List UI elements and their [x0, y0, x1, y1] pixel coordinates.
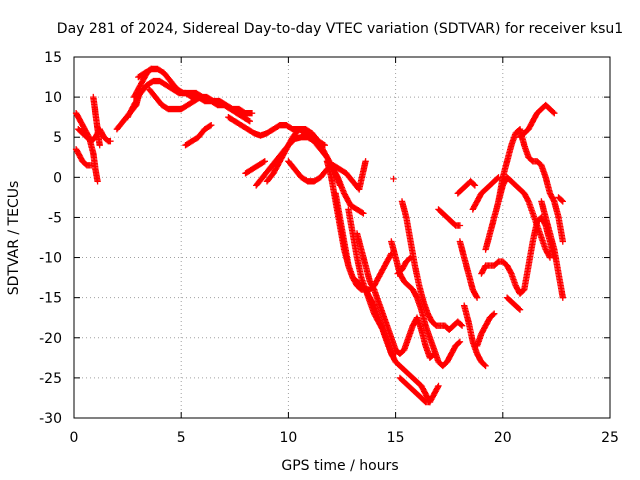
chart-title: Day 281 of 2024, Sidereal Day-to-day VTE… [57, 21, 623, 37]
series-arc02 [72, 146, 95, 169]
point-markers [390, 175, 397, 183]
series-arc34 [555, 194, 566, 205]
series-arc36 [473, 310, 498, 349]
point-markers [242, 158, 268, 177]
series-arc10 [182, 122, 215, 149]
point-markers [394, 254, 414, 277]
point-markers [263, 126, 367, 217]
y-tick-label: 15 [44, 50, 62, 66]
point-markers [90, 93, 103, 149]
point-markers [388, 238, 464, 370]
series-arc25 [456, 238, 481, 301]
x-tick-label: 15 [387, 430, 405, 446]
y-axis-label: SDTVAR / TECUs [6, 181, 22, 296]
series-arc20 [388, 238, 464, 370]
y-tick-label: -20 [39, 331, 62, 347]
series-arc19 [353, 230, 438, 361]
point-markers [353, 230, 438, 361]
x-tick-label: 5 [177, 430, 186, 446]
point-markers [516, 101, 558, 141]
point-markers [145, 85, 256, 117]
series-arc32 [538, 198, 566, 301]
y-tick-label: -30 [39, 411, 62, 427]
y-tick-label: -5 [48, 210, 62, 226]
point-markers [555, 194, 566, 205]
point-markers [345, 206, 442, 406]
point-markers [75, 126, 114, 145]
y-tick-label: -15 [39, 291, 62, 307]
point-markers [398, 198, 466, 333]
series-arc26 [461, 302, 489, 370]
series-arc09 [130, 65, 155, 101]
point-markers [503, 294, 524, 313]
x-tick-label: 25 [601, 430, 619, 446]
series-arc08 [145, 85, 256, 117]
point-markers [551, 198, 566, 245]
series-arc21 [398, 198, 466, 333]
y-tick-label: -25 [39, 371, 62, 387]
series-arc27 [469, 174, 502, 213]
series-arc14 [263, 126, 367, 217]
point-markers [130, 65, 155, 101]
point-markers [454, 178, 479, 197]
point-markers [72, 146, 95, 169]
data-points [72, 65, 566, 406]
y-tick-label: 5 [53, 130, 62, 146]
series-arc30 [495, 126, 558, 205]
point-markers [461, 302, 489, 370]
series-arc38 [390, 175, 397, 183]
point-markers [473, 310, 498, 349]
x-axis-label: GPS time / hours [281, 458, 398, 474]
series-arc04 [90, 93, 103, 149]
series-arc22 [396, 374, 434, 406]
series-arc23 [394, 254, 414, 277]
point-markers [182, 122, 215, 149]
point-markers [478, 214, 558, 297]
series-arc35 [454, 178, 479, 197]
series-arc37 [503, 294, 524, 313]
point-markers [396, 374, 434, 406]
series-arc03 [75, 126, 114, 145]
series-arc33 [551, 198, 566, 245]
y-tick-label: -10 [39, 251, 62, 267]
point-markers [469, 174, 502, 213]
series-arc31 [516, 101, 558, 141]
series-arc28 [478, 214, 558, 297]
series-arc24 [435, 206, 464, 229]
x-tick-label: 20 [494, 430, 512, 446]
x-tick-label: 0 [70, 430, 79, 446]
series-arc13 [242, 158, 268, 177]
y-tick-label: 0 [53, 170, 62, 186]
x-tick-label: 10 [279, 430, 297, 446]
y-tick-label: 10 [44, 90, 62, 106]
point-markers [495, 126, 558, 205]
point-markers [435, 206, 464, 229]
plot-frame [73, 56, 611, 419]
point-markers [456, 238, 481, 301]
series-arc18 [345, 206, 442, 406]
point-markers [538, 198, 566, 301]
axis-ticks: 0 5 10 15 20 25 15 10 5 0 -5 -10 -15 -20 -25 -30 [39, 50, 619, 446]
